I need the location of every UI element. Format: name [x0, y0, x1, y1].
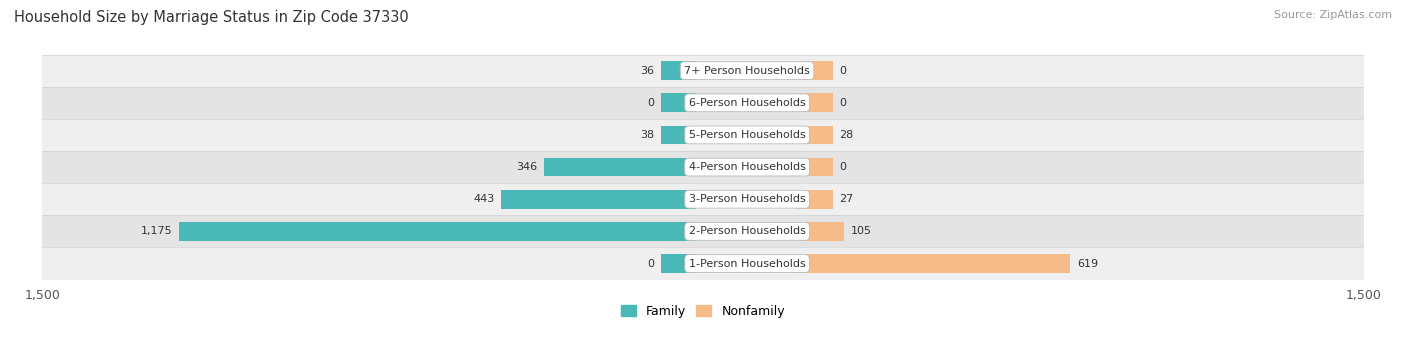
- Text: 27: 27: [839, 194, 853, 204]
- Bar: [501, 190, 696, 209]
- Text: 0: 0: [839, 65, 846, 76]
- Bar: [179, 222, 696, 241]
- Bar: [42, 151, 1364, 183]
- Text: 105: 105: [851, 226, 872, 236]
- Bar: [797, 93, 832, 112]
- Text: 3-Person Households: 3-Person Households: [689, 194, 806, 204]
- Text: 1-Person Households: 1-Person Households: [689, 258, 806, 269]
- Text: 38: 38: [640, 130, 655, 140]
- Text: 2-Person Households: 2-Person Households: [689, 226, 806, 236]
- Bar: [42, 248, 1364, 280]
- Bar: [42, 183, 1364, 215]
- Bar: [797, 61, 832, 80]
- Text: 28: 28: [839, 130, 853, 140]
- Bar: [661, 254, 696, 273]
- Bar: [661, 61, 696, 80]
- Text: 7+ Person Households: 7+ Person Households: [685, 65, 810, 76]
- Bar: [797, 190, 832, 209]
- Text: 5-Person Households: 5-Person Households: [689, 130, 806, 140]
- Text: 4-Person Households: 4-Person Households: [689, 162, 806, 172]
- Bar: [42, 87, 1364, 119]
- Text: 0: 0: [648, 98, 655, 108]
- Text: 0: 0: [648, 258, 655, 269]
- Bar: [544, 158, 696, 176]
- Text: 1,175: 1,175: [141, 226, 172, 236]
- Text: 619: 619: [1077, 258, 1098, 269]
- Text: Household Size by Marriage Status in Zip Code 37330: Household Size by Marriage Status in Zip…: [14, 10, 409, 25]
- Bar: [42, 215, 1364, 248]
- Text: 6-Person Households: 6-Person Households: [689, 98, 806, 108]
- Bar: [661, 125, 696, 144]
- Text: Source: ZipAtlas.com: Source: ZipAtlas.com: [1274, 10, 1392, 20]
- Bar: [42, 55, 1364, 87]
- Text: 443: 443: [474, 194, 495, 204]
- Text: 0: 0: [839, 162, 846, 172]
- Text: 346: 346: [516, 162, 537, 172]
- Bar: [797, 158, 832, 176]
- Bar: [797, 222, 844, 241]
- Bar: [797, 125, 832, 144]
- Legend: Family, Nonfamily: Family, Nonfamily: [616, 300, 790, 323]
- Bar: [42, 119, 1364, 151]
- Bar: [661, 93, 696, 112]
- Bar: [797, 254, 1070, 273]
- Text: 0: 0: [839, 98, 846, 108]
- Text: 36: 36: [641, 65, 655, 76]
